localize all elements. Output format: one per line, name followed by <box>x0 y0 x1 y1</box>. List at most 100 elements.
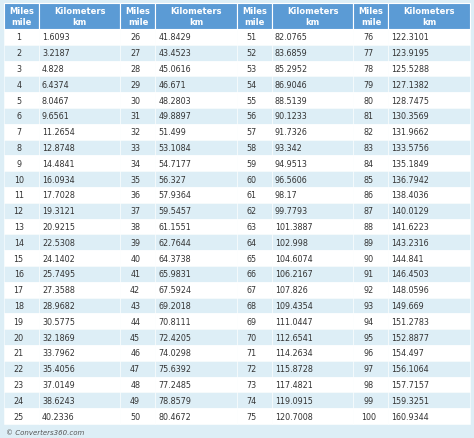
Text: 5: 5 <box>16 96 21 106</box>
Text: 138.4036: 138.4036 <box>392 191 429 200</box>
Text: 64: 64 <box>246 238 257 247</box>
Text: 26: 26 <box>130 33 140 42</box>
Bar <box>237 266 272 282</box>
Bar <box>4 235 39 251</box>
Text: 51.499: 51.499 <box>158 128 186 137</box>
Text: 144.841: 144.841 <box>392 254 424 263</box>
Text: 40: 40 <box>130 254 140 263</box>
Text: 28: 28 <box>130 65 140 74</box>
Text: 45: 45 <box>130 333 140 342</box>
Text: 78: 78 <box>363 65 373 74</box>
Bar <box>155 77 237 93</box>
Text: 94.9513: 94.9513 <box>275 159 308 169</box>
Bar <box>4 109 39 124</box>
Text: 84: 84 <box>363 159 373 169</box>
Bar <box>237 314 272 329</box>
Text: 38.6243: 38.6243 <box>42 396 74 405</box>
Text: 1: 1 <box>16 33 21 42</box>
Text: 106.2167: 106.2167 <box>275 270 313 279</box>
Bar <box>354 93 389 109</box>
Text: 101.3887: 101.3887 <box>275 223 312 231</box>
Bar <box>354 408 389 424</box>
Text: 24.1402: 24.1402 <box>42 254 75 263</box>
Text: 96.5606: 96.5606 <box>275 175 308 184</box>
Bar <box>389 361 470 377</box>
Bar <box>354 30 389 46</box>
Bar <box>389 187 470 203</box>
Text: 94: 94 <box>363 317 373 326</box>
Bar <box>155 187 237 203</box>
Bar <box>389 61 470 77</box>
Text: 79: 79 <box>363 81 374 90</box>
Text: 77.2485: 77.2485 <box>158 380 191 389</box>
Bar <box>4 298 39 314</box>
Bar <box>120 251 155 266</box>
Text: 42: 42 <box>130 286 140 294</box>
Text: 133.5756: 133.5756 <box>392 144 429 153</box>
Bar <box>120 46 155 61</box>
Text: 83: 83 <box>363 144 373 153</box>
Text: 130.3569: 130.3569 <box>392 112 429 121</box>
Bar <box>237 156 272 172</box>
Text: 37: 37 <box>130 207 140 215</box>
Text: Kilometers
km: Kilometers km <box>171 7 222 27</box>
Bar <box>389 30 470 46</box>
Bar <box>39 124 120 140</box>
Bar <box>120 298 155 314</box>
Text: 117.4821: 117.4821 <box>275 380 313 389</box>
Bar <box>4 93 39 109</box>
Bar <box>272 282 354 298</box>
Text: 30: 30 <box>130 96 140 106</box>
Bar <box>4 377 39 392</box>
Text: 69.2018: 69.2018 <box>158 301 191 310</box>
Text: 71: 71 <box>246 349 257 357</box>
Bar <box>389 156 470 172</box>
Bar <box>120 345 155 361</box>
Text: 60: 60 <box>246 175 257 184</box>
Text: 96: 96 <box>363 349 373 357</box>
Text: Miles
mile: Miles mile <box>242 7 267 27</box>
Text: 8: 8 <box>16 144 21 153</box>
Bar <box>272 140 354 156</box>
Bar <box>354 61 389 77</box>
Bar <box>354 109 389 124</box>
Bar <box>4 266 39 282</box>
Bar <box>237 235 272 251</box>
Bar <box>155 109 237 124</box>
Text: 64.3738: 64.3738 <box>158 254 191 263</box>
Bar <box>39 77 120 93</box>
Text: 90.1233: 90.1233 <box>275 112 308 121</box>
Bar <box>155 156 237 172</box>
Text: 9.6561: 9.6561 <box>42 112 70 121</box>
Bar <box>389 172 470 187</box>
Text: 17.7028: 17.7028 <box>42 191 75 200</box>
Text: 75.6392: 75.6392 <box>158 364 191 373</box>
Text: 35.4056: 35.4056 <box>42 364 75 373</box>
Text: 66: 66 <box>246 270 257 279</box>
Bar <box>354 187 389 203</box>
Text: 40.2336: 40.2336 <box>42 412 74 420</box>
Text: 20.9215: 20.9215 <box>42 223 75 231</box>
Text: 57: 57 <box>246 128 257 137</box>
Text: 27: 27 <box>130 49 140 58</box>
Text: 119.0915: 119.0915 <box>275 396 313 405</box>
Text: 81: 81 <box>363 112 373 121</box>
Bar <box>155 282 237 298</box>
Bar <box>4 4 39 30</box>
Text: 120.7008: 120.7008 <box>275 412 313 420</box>
Bar <box>237 298 272 314</box>
Text: 85.2952: 85.2952 <box>275 65 308 74</box>
Bar <box>120 93 155 109</box>
Text: 16: 16 <box>14 270 24 279</box>
Bar <box>272 4 354 30</box>
Text: 39: 39 <box>130 238 140 247</box>
Text: 160.9344: 160.9344 <box>392 412 429 420</box>
Bar <box>120 61 155 77</box>
Bar <box>39 172 120 187</box>
Bar <box>4 77 39 93</box>
Bar <box>354 235 389 251</box>
Text: 115.8728: 115.8728 <box>275 364 313 373</box>
Text: 18: 18 <box>14 301 24 310</box>
Text: 25.7495: 25.7495 <box>42 270 75 279</box>
Text: 135.1849: 135.1849 <box>392 159 429 169</box>
